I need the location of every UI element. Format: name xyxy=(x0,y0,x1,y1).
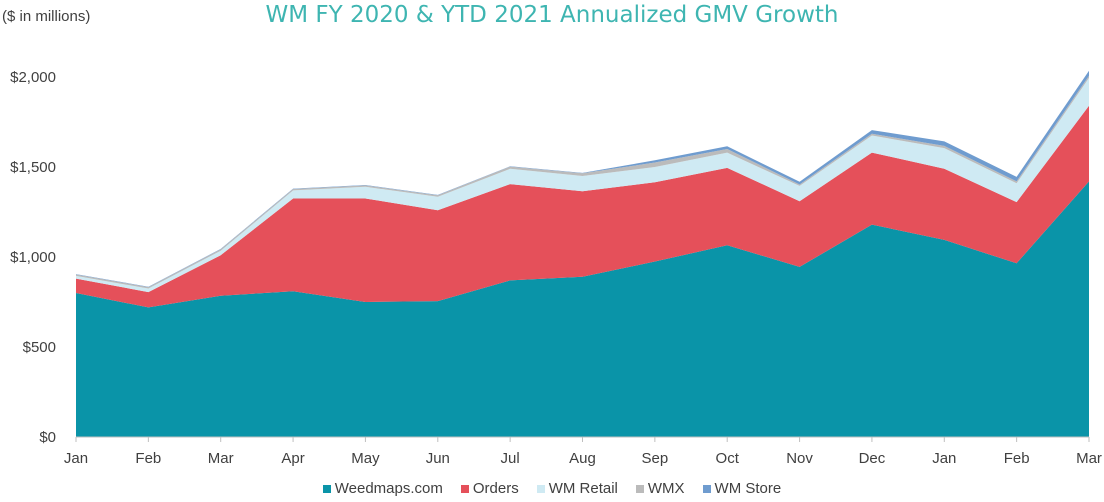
x-tick-label: Apr xyxy=(281,450,304,467)
x-tick-label: Mar xyxy=(208,450,234,467)
legend-label: WM Retail xyxy=(548,480,618,497)
chart-title: WM FY 2020 & YTD 2021 Annualized GMV Gro… xyxy=(265,2,839,28)
area-wm-retail xyxy=(76,77,1089,293)
x-tick-label: Mar xyxy=(1076,450,1102,467)
legend-item: Weedmaps.com xyxy=(322,480,443,497)
y-tick-label: $500 xyxy=(23,339,56,356)
legend-label: WM Store xyxy=(714,480,782,497)
x-tick-label: Jun xyxy=(426,450,450,467)
x-tick-label: Jan xyxy=(64,450,88,467)
x-tick-label: Sep xyxy=(642,450,669,467)
legend-label: Weedmaps.com xyxy=(334,480,443,497)
x-tick-label: Aug xyxy=(569,450,596,467)
y-tick-label: $0 xyxy=(39,429,56,446)
legend-swatch xyxy=(460,484,469,493)
x-tick-label: Oct xyxy=(716,450,740,467)
x-tick-label: Feb xyxy=(135,450,161,467)
legend-swatch xyxy=(702,484,711,493)
legend-item: WM Store xyxy=(702,480,782,497)
legend-item: WM Retail xyxy=(536,480,618,497)
legend-item: Orders xyxy=(460,480,519,497)
x-axis-ticks: Jan Feb Mar Apr May Jun Jul Aug Sep Oct Nov Dec Jan F… xyxy=(64,437,1102,467)
area-weedmaps-com xyxy=(76,181,1089,437)
legend-label: Orders xyxy=(472,480,519,497)
x-tick-label: May xyxy=(351,450,380,467)
legend-label: WMX xyxy=(647,480,685,497)
series-areas xyxy=(76,70,1089,437)
x-tick-label: Jul xyxy=(501,450,520,467)
y-tick-label: $1,000 xyxy=(10,249,56,266)
area-orders xyxy=(76,105,1089,308)
y-tick-label: $1,500 xyxy=(10,159,56,176)
x-tick-label: Nov xyxy=(786,450,813,467)
legend: Weedmaps.com Orders WM Retail WMX WM Store xyxy=(0,480,1104,497)
y-axis-ticks: $0 $500 $1,000 $1,500 $2,000 xyxy=(10,69,56,446)
y-tick-label: $2,000 xyxy=(10,69,56,86)
x-tick-label: Jan xyxy=(932,450,956,467)
y-axis-unit-label: ($ in millions) xyxy=(2,8,91,25)
legend-swatch xyxy=(536,484,545,493)
x-tick-label: Dec xyxy=(859,450,886,467)
legend-swatch xyxy=(322,484,331,493)
legend-item: WMX xyxy=(635,480,685,497)
x-tick-label: Feb xyxy=(1004,450,1030,467)
legend-swatch xyxy=(635,484,644,493)
